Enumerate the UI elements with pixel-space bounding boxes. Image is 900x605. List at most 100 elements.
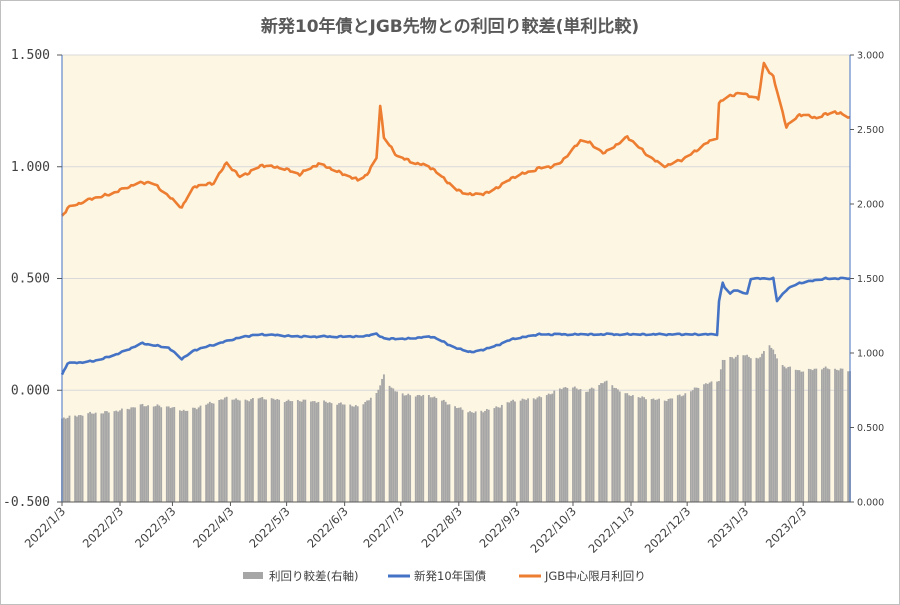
spread-bar [64,418,67,502]
spread-bar [246,400,249,502]
series-line-future [61,61,851,217]
spread-bar [405,395,408,502]
spread-bar [409,395,412,502]
spread-bar [482,412,485,502]
spread-bar [265,399,267,502]
spread-bar [152,406,155,502]
spread-bar [160,407,163,502]
spread-bar [289,401,292,502]
spread-bar [618,391,621,502]
spread-bar [566,387,569,502]
spread-bar [761,353,763,502]
spread-bar [547,393,550,502]
spread-bar [493,408,496,502]
spread-bar [257,398,260,502]
spread-bar [759,357,762,502]
spread-bar [197,407,200,502]
spread-bar [600,383,602,502]
spread-bar [603,381,606,502]
spread-bar [223,397,226,502]
spread-bar [126,408,129,502]
spread-bar [325,401,327,502]
spread-bar [731,357,733,502]
spread-bar [205,404,208,502]
spread-bar [839,368,842,502]
spread-bar [787,366,790,502]
spread-bar [156,404,159,502]
spread-bar [298,401,301,502]
spread-bar [723,359,726,502]
spread-bar [68,415,71,502]
spread-bar [474,411,477,502]
spread-bar [663,400,666,502]
spread-bar [519,400,522,502]
spread-bar [418,395,421,502]
spread-bar [368,400,370,502]
spread-bar [456,407,458,502]
spread-bar [429,397,432,502]
spread-bar [248,401,251,502]
x-tick-label: 2022/2/3 [80,504,126,550]
spread-bar [514,401,516,502]
spread-bar [721,359,724,502]
spread-bar [317,401,320,502]
spread-bar [433,396,436,502]
spread-bar [691,390,694,502]
spread-bar [369,397,372,502]
spread-bar [665,401,668,502]
spread-bar [815,368,818,502]
spread-bar [512,399,514,502]
spread-bar [154,406,157,502]
spread-bar [592,388,595,502]
spread-bar [441,400,443,502]
spread-bar [128,409,131,502]
x-tick-label: 2022/12/3 [642,504,694,556]
spread-bar [472,412,475,502]
spread-bar [847,371,850,502]
spread-bar [540,397,543,502]
spread-bar [132,407,135,502]
spread-bar [562,387,565,502]
spread-bar [746,354,748,502]
spread-bar [193,407,196,502]
spread-bar [834,368,836,502]
spread-bar [549,394,552,502]
spread-bar [757,358,760,502]
spread-bar [199,405,202,502]
spread-bar [448,404,451,502]
spread-bar [158,405,161,502]
spread-bar [560,389,563,502]
y-left-tick-label: 1.500 [11,48,50,63]
spread-bar [381,378,383,502]
spread-bar [471,412,473,502]
spread-bar [165,406,168,502]
legend-label: JGB中心限月利回り [544,569,646,583]
spread-bar [66,417,69,502]
spread-bar [457,407,460,502]
spread-bar [207,403,209,502]
legend-label: 新発10年国債 [414,569,487,583]
spread-bar [362,404,365,502]
spread-bar [252,397,254,502]
spread-bar [343,404,346,502]
spread-bar [310,401,312,502]
spread-bar [551,393,554,502]
spread-bar [250,399,252,502]
spread-bar [396,391,398,502]
y-left-tick-label: 1.000 [11,160,50,175]
spread-bar [763,351,765,502]
spread-bar [716,381,719,502]
spread-bar [87,413,90,502]
spread-bar [697,387,700,502]
spread-bar [218,400,221,502]
spread-bar [639,397,642,502]
spread-bar [454,406,456,502]
spread-bar [768,345,771,502]
spread-bar [119,410,121,502]
spread-bar [811,370,814,502]
spread-bar [420,396,423,502]
legend-label: 利回り較差(右軸) [269,569,358,583]
spread-bar [145,406,148,502]
spread-bar [495,406,498,502]
spread-bar [617,389,619,502]
